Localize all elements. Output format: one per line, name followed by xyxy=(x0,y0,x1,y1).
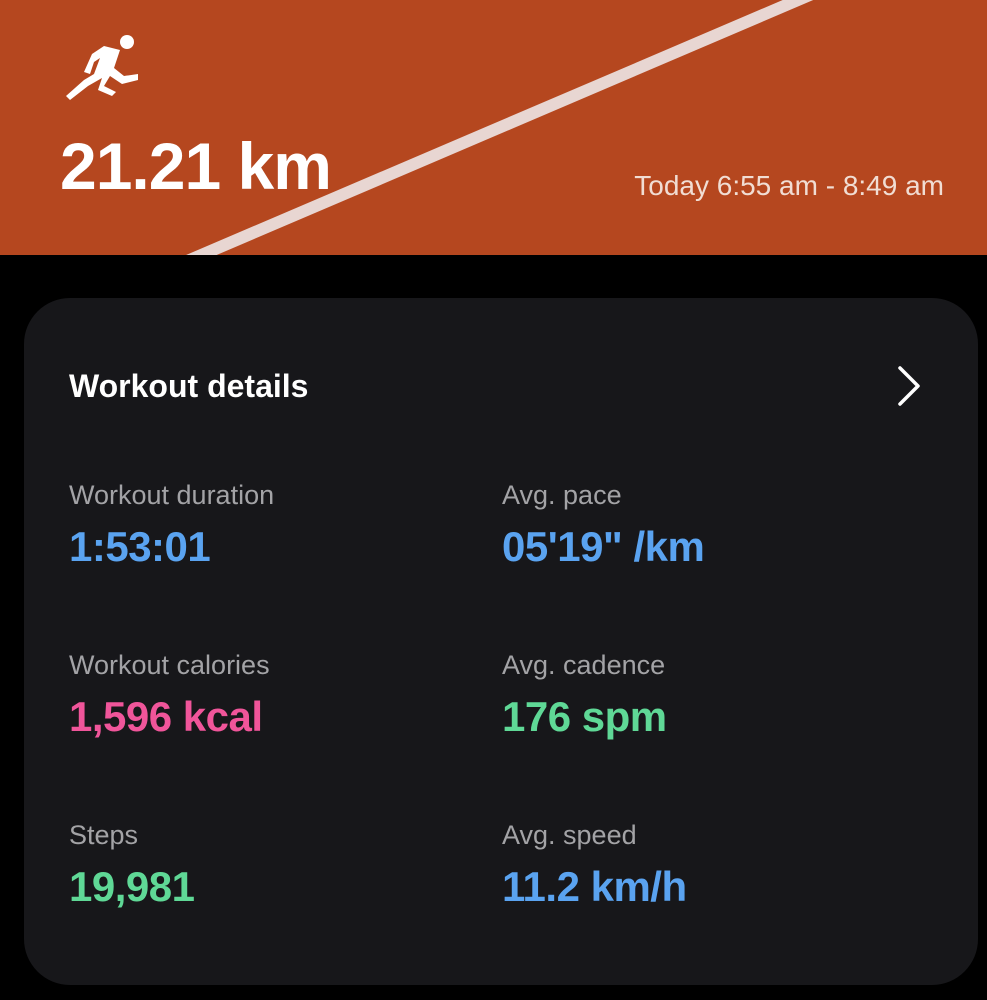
workout-header: 21.21 km Today 6:55 am - 8:49 am xyxy=(0,0,987,255)
stat-label: Steps xyxy=(69,820,139,850)
stat-label: Avg. cadence xyxy=(502,650,666,680)
stat-avg-pace: Avg. pace 05'19" /km xyxy=(502,480,705,571)
workout-details-card[interactable]: Workout details Workout duration 1:53:01… xyxy=(24,298,978,985)
stat-label: Avg. pace xyxy=(502,480,622,510)
stat-label: Workout calories xyxy=(69,650,270,680)
stat-steps: Steps 19,981 xyxy=(69,820,195,911)
stat-workout-calories: Workout calories 1,596 kcal xyxy=(69,650,270,741)
stat-value: 11.2 km/h xyxy=(502,863,687,910)
stat-label: Avg. speed xyxy=(502,820,637,850)
workout-time-range: Today 6:55 am - 8:49 am xyxy=(634,170,944,201)
stat-avg-speed: Avg. speed 11.2 km/h xyxy=(502,820,687,911)
running-person-icon xyxy=(66,35,138,100)
stat-value: 176 spm xyxy=(502,693,667,740)
card-title: Workout details xyxy=(69,368,309,404)
stat-workout-duration: Workout duration 1:53:01 xyxy=(69,480,274,571)
track-lane-line xyxy=(186,0,814,255)
stat-value: 05'19" /km xyxy=(502,523,705,570)
distance-value: 21.21 km xyxy=(60,129,332,203)
stat-value: 1:53:01 xyxy=(69,523,211,570)
chevron-right-icon[interactable] xyxy=(894,364,924,408)
stat-value: 1,596 kcal xyxy=(69,693,263,740)
stat-label: Workout duration xyxy=(69,480,275,510)
stat-avg-cadence: Avg. cadence 176 spm xyxy=(502,650,667,741)
stat-value: 19,981 xyxy=(69,863,195,910)
